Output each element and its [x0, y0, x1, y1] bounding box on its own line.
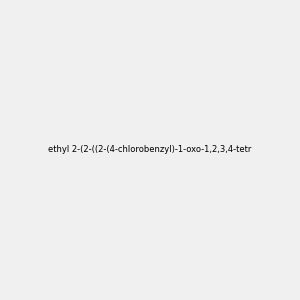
Text: ethyl 2-(2-((2-(4-chlorobenzyl)-1-oxo-1,2,3,4-tetr: ethyl 2-(2-((2-(4-chlorobenzyl)-1-oxo-1,… [48, 146, 252, 154]
